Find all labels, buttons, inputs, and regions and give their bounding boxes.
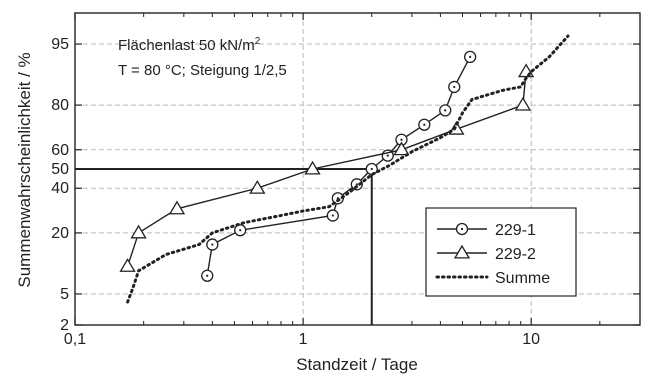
data-point	[130, 224, 147, 239]
circle-marker-dot	[331, 214, 334, 217]
circle-marker-dot	[453, 85, 456, 89]
legend-item: Summe	[435, 270, 550, 287]
y-tick-label: 80	[51, 97, 69, 114]
data-point	[439, 104, 452, 117]
data-point	[206, 238, 219, 251]
circle-marker-dot	[469, 55, 472, 59]
legend-marker	[453, 244, 471, 259]
legend-label: 229-2	[495, 246, 536, 263]
y-tick-label: 2	[60, 317, 69, 334]
circle-marker-dot	[239, 229, 242, 232]
data-point	[393, 141, 410, 156]
annotation-line-1: Flächenlast 50 kN/m2	[118, 36, 261, 54]
ticks: 0,1 1 10 2 5 20 40 50 60 80 95	[51, 13, 640, 348]
data-point	[234, 224, 247, 237]
reference-lines	[75, 168, 373, 325]
circle-marker-dot	[370, 167, 373, 171]
y-tick-label: 60	[51, 142, 69, 159]
x-tick-label: 0,1	[64, 331, 86, 348]
circle-marker-dot	[386, 154, 389, 157]
legend-item: 229-1	[437, 222, 536, 239]
legend: 229-1 229-2 Summe	[425, 207, 577, 297]
y-tick-label: 5	[60, 286, 69, 303]
data-point	[168, 200, 186, 215]
circle-marker-dot	[355, 183, 358, 186]
data-point	[448, 80, 461, 94]
y-axis-title: Summenwahrscheinlichkeit / %	[15, 52, 34, 287]
circle-marker-dot	[400, 138, 403, 141]
series-layer	[119, 34, 570, 304]
data-point	[463, 50, 477, 64]
data-point	[418, 118, 431, 131]
y-tick-label: 40	[51, 180, 69, 197]
y-tick-label: 95	[51, 36, 69, 53]
y-tick-label: 50	[51, 161, 69, 178]
circle-marker-dot	[423, 123, 426, 126]
data-point	[365, 162, 378, 176]
data-point	[201, 269, 214, 282]
x-tick-label: 10	[522, 331, 540, 348]
x-tick-label: 1	[299, 331, 308, 348]
data-point	[249, 179, 266, 194]
circle-marker-dot	[460, 227, 464, 231]
annotation-line-2: T = 80 °C; Steigung 1/2,5	[118, 62, 287, 79]
legend-marker	[455, 222, 469, 236]
legend-label: Summe	[495, 270, 550, 287]
circle-marker-dot	[444, 109, 447, 112]
series-1	[201, 50, 477, 282]
series-line	[126, 34, 570, 304]
y-tick-label: 20	[51, 225, 69, 242]
legend-label: 229-1	[495, 222, 536, 239]
data-point	[304, 160, 321, 175]
circle-marker-dot	[211, 243, 214, 246]
legend-box	[425, 207, 577, 297]
data-point	[326, 209, 339, 222]
circle-marker-dot	[206, 274, 209, 277]
annotation-superscript: 2	[255, 36, 261, 47]
x-axis-title: Standzeit / Tage	[296, 355, 418, 374]
series-3	[126, 34, 570, 304]
legend-item: 229-2	[437, 244, 536, 263]
data-point	[119, 258, 136, 272]
data-point	[514, 96, 532, 111]
